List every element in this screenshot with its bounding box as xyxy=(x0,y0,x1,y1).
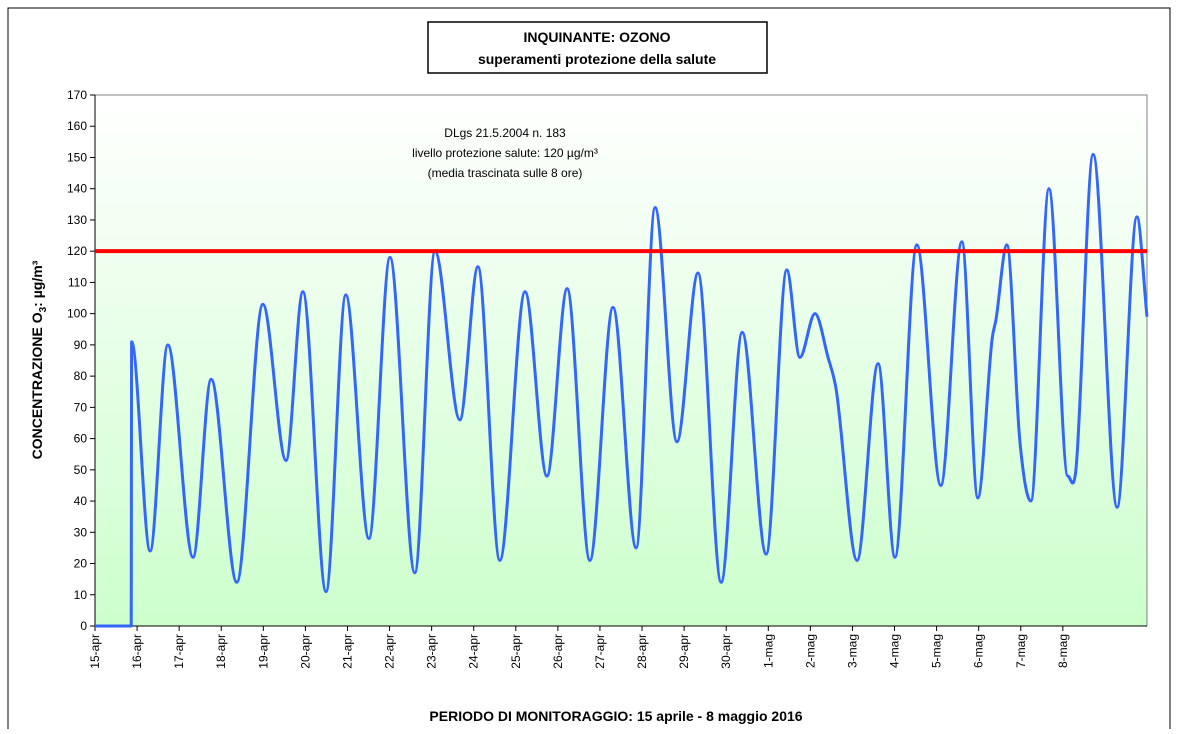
x-axis-title: PERIODO DI MONITORAGGIO: 15 aprile - 8 m… xyxy=(429,708,802,724)
y-tick-label: 80 xyxy=(74,369,88,383)
x-tick-label: 3-mag xyxy=(845,634,859,668)
x-tick-label: 29-apr xyxy=(677,634,691,669)
x-tick-label: 24-apr xyxy=(467,634,481,669)
y-tick-label: 90 xyxy=(74,338,88,352)
y-tick-label: 10 xyxy=(74,588,88,602)
annotation: (media trascinata sulle 8 ore) xyxy=(428,166,583,180)
y-axis-title-part: CONCENTRAZIONE O xyxy=(29,312,45,459)
y-tick-label: 100 xyxy=(67,307,87,321)
x-tick-label: 23-apr xyxy=(425,634,439,669)
x-tick-label: 4-mag xyxy=(888,634,902,668)
y-tick-label: 20 xyxy=(74,557,88,571)
y-tick-label: 120 xyxy=(67,244,87,258)
x-tick-label: 18-apr xyxy=(214,634,228,669)
y-tick-label: 60 xyxy=(74,432,88,446)
x-tick-label: 25-apr xyxy=(509,634,523,669)
annotation: livello protezione salute: 120 µg/m³ xyxy=(412,146,598,160)
x-tick-label: 6-mag xyxy=(972,634,986,668)
x-tick-label: 20-apr xyxy=(298,634,312,669)
y-tick-label: 110 xyxy=(68,275,87,289)
annotation: DLgs 21.5.2004 n. 183 xyxy=(444,126,566,140)
x-tick-label: 17-apr xyxy=(172,634,186,669)
x-tick-label: 28-apr xyxy=(635,634,649,669)
x-tick-label: 21-apr xyxy=(340,634,354,669)
y-tick-label: 140 xyxy=(67,182,87,196)
x-tick-label: 27-apr xyxy=(593,634,607,669)
y-tick-label: 40 xyxy=(74,494,88,508)
y-tick-label: 50 xyxy=(74,463,88,477)
x-tick-label: 16-apr xyxy=(130,634,144,669)
y-tick-label: 160 xyxy=(67,119,87,133)
y-axis-title-subscript: 3 xyxy=(38,306,49,312)
y-tick-label: 170 xyxy=(67,88,87,102)
y-axis-title: CONCENTRAZIONE O3: µg/m³ xyxy=(29,260,49,459)
x-tick-label: 1-mag xyxy=(761,634,775,668)
x-tick-label: 26-apr xyxy=(551,634,565,669)
y-tick-label: 130 xyxy=(67,213,87,227)
title-box xyxy=(427,21,768,74)
x-tick-label: 30-apr xyxy=(719,634,733,669)
x-tick-label: 8-mag xyxy=(1056,634,1070,668)
chart-title: INQUINANTE: OZONO xyxy=(524,29,671,45)
y-tick-label: 70 xyxy=(74,400,88,414)
data-line xyxy=(95,152,1149,628)
x-tick-label: 7-mag xyxy=(1014,634,1028,668)
x-tick-label: 15-apr xyxy=(88,634,102,669)
x-tick-label: 19-apr xyxy=(256,634,270,669)
y-tick-label: 30 xyxy=(74,525,88,539)
x-tick-label: 22-apr xyxy=(383,634,397,669)
y-tick-label: 0 xyxy=(80,619,87,633)
y-axis-title-part: : µg/m³ xyxy=(29,260,45,307)
x-tick-label: 5-mag xyxy=(930,634,944,668)
y-tick-label: 150 xyxy=(67,150,87,164)
chart-subtitle: superamenti protezione della salute xyxy=(478,51,716,67)
x-tick-label: 2-mag xyxy=(803,634,817,668)
